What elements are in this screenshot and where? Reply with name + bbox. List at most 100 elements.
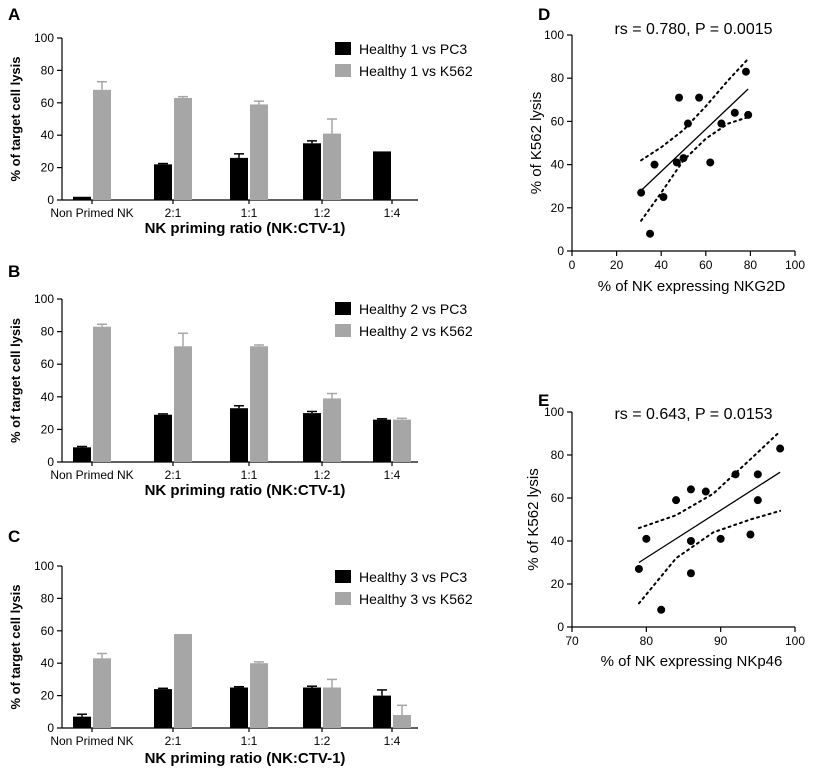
bar xyxy=(73,716,91,728)
panel-c: C 0 20 40 60 80 100 Non Primed NK 2:1 1:1 1:2 1:4 He… xyxy=(8,527,473,767)
data-point xyxy=(695,93,704,102)
confidence-band-lower xyxy=(640,116,750,222)
y-tick-label: 20 xyxy=(551,577,565,591)
legend-label: Healthy 2 vs K562 xyxy=(359,323,473,339)
data-point xyxy=(659,193,668,201)
bar xyxy=(373,419,391,462)
y-tick-label: 100 xyxy=(34,31,54,45)
bar xyxy=(154,164,172,200)
x-axis-label: NK priming ratio (NK:CTV-1) xyxy=(145,482,346,499)
regression-line xyxy=(640,88,749,191)
y-tick-label: 40 xyxy=(551,534,565,548)
y-tick-label: 60 xyxy=(41,96,55,110)
data-point xyxy=(646,229,655,238)
data-point xyxy=(657,605,666,614)
y-tick-label: 60 xyxy=(41,624,55,638)
data-point xyxy=(683,119,692,128)
bar xyxy=(250,663,268,728)
bar xyxy=(73,447,91,462)
data-point xyxy=(776,444,785,453)
bar xyxy=(154,414,172,462)
panel-letter: B xyxy=(8,262,20,281)
data-point xyxy=(716,534,725,543)
bar xyxy=(174,634,192,728)
y-tick-label: 40 xyxy=(41,128,55,142)
x-tick-label: 1:1 xyxy=(241,468,258,482)
x-tick-label: 80 xyxy=(744,258,758,272)
panel-letter: A xyxy=(8,5,20,24)
x-tick-label: 1:2 xyxy=(314,734,331,748)
x-tick-label: Non Primed NK xyxy=(50,206,133,220)
y-tick-label: 80 xyxy=(41,63,55,77)
data-point xyxy=(706,158,715,167)
y-tick-label: 40 xyxy=(41,656,55,670)
y-axis-label: % of target cell lysis xyxy=(8,318,23,443)
bar xyxy=(230,157,248,200)
y-tick-label: 60 xyxy=(41,357,55,371)
bar xyxy=(230,687,248,728)
y-tick-label: 20 xyxy=(41,689,55,703)
panel-letter: C xyxy=(8,527,20,546)
panel-e: Ers = 0.643, P = 0.0153 0 20 40 60 80 100 70 80 9… xyxy=(525,391,805,670)
data-point xyxy=(672,496,681,505)
y-tick-label: 0 xyxy=(557,244,564,258)
legend-label: Healthy 2 vs PC3 xyxy=(359,301,467,317)
y-tick-label: 0 xyxy=(47,455,54,469)
x-axis-label: % of NK expressing NKG2D xyxy=(598,278,786,295)
y-tick-label: 40 xyxy=(41,390,55,404)
regression-line xyxy=(638,471,781,564)
x-tick-label: 1:1 xyxy=(241,734,258,748)
bar xyxy=(250,346,268,462)
data-point xyxy=(744,110,753,119)
bar xyxy=(230,408,248,462)
data-point xyxy=(746,530,755,539)
x-tick-label: 40 xyxy=(655,258,669,272)
panel-a: A 0 20 40 60 80 100 Non Primed NK 2:1 1:1 1:2 1:4 He… xyxy=(8,5,473,237)
data-point xyxy=(650,160,659,169)
data-point xyxy=(701,487,710,496)
y-tick-label: 80 xyxy=(551,71,565,85)
data-point xyxy=(731,470,740,479)
data-point xyxy=(686,569,695,578)
legend-swatch xyxy=(335,302,351,315)
y-tick-label: 40 xyxy=(551,158,565,172)
y-axis-label: % of target cell lysis xyxy=(8,585,23,710)
bar xyxy=(93,326,111,462)
bar xyxy=(93,89,111,200)
y-tick-label: 60 xyxy=(551,114,565,128)
bar xyxy=(174,97,192,200)
legend-label: Healthy 3 vs K562 xyxy=(359,591,473,607)
correlation-annotation: rs = 0.780, P = 0.0015 xyxy=(614,21,772,38)
panel-letter: E xyxy=(538,391,549,410)
x-axis-label: NK priming ratio (NK:CTV-1) xyxy=(145,220,346,237)
confidence-band-lower xyxy=(637,509,782,605)
data-point xyxy=(679,154,688,163)
x-tick-label: 1:2 xyxy=(314,468,331,482)
bar xyxy=(393,419,411,462)
x-tick-label: 1:4 xyxy=(384,468,401,482)
legend-swatch xyxy=(335,64,351,77)
x-tick-label: 1:4 xyxy=(384,206,401,220)
x-tick-label: 90 xyxy=(714,634,728,648)
y-tick-label: 80 xyxy=(551,448,565,462)
legend-swatch xyxy=(335,324,351,337)
y-tick-label: 60 xyxy=(551,491,565,505)
legend-swatch xyxy=(335,42,351,55)
data-point xyxy=(642,534,651,543)
x-tick-label: Non Primed NK xyxy=(50,468,133,482)
x-tick-label: 70 xyxy=(565,634,579,648)
data-point xyxy=(753,496,762,505)
y-tick-label: 100 xyxy=(34,292,54,306)
y-axis-label: % of K562 lysis xyxy=(525,468,542,571)
y-tick-label: 20 xyxy=(551,201,565,215)
y-tick-label: 100 xyxy=(544,405,564,419)
bar xyxy=(303,143,321,200)
data-point xyxy=(637,188,646,197)
bar xyxy=(323,133,341,200)
legend-label: Healthy 1 vs K562 xyxy=(359,63,473,79)
x-tick-label: 100 xyxy=(785,258,805,272)
y-axis-label: % of K562 lysis xyxy=(528,92,545,195)
x-axis-label: NK priming ratio (NK:CTV-1) xyxy=(145,750,346,767)
legend-swatch xyxy=(335,570,351,583)
